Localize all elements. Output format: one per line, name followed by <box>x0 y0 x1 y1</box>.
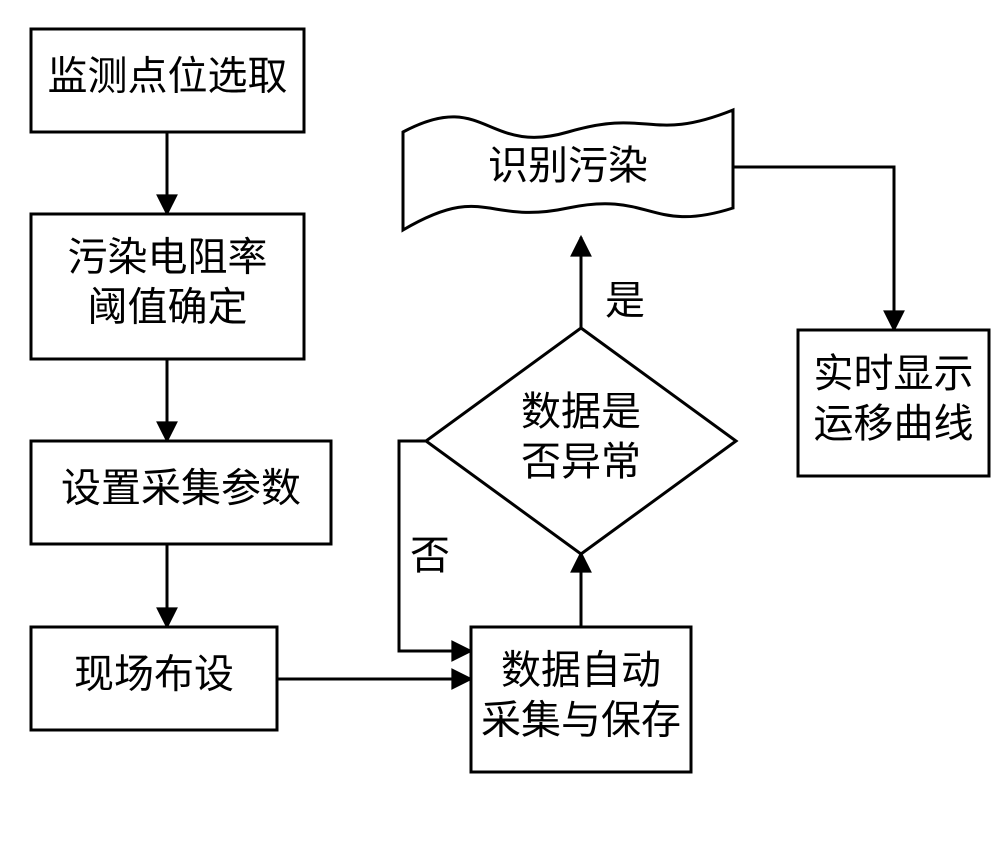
node-n5-text-0: 数据自动 <box>501 648 661 693</box>
edge-n7-n8 <box>733 167 894 330</box>
node-n4: 现场布设 <box>31 627 277 730</box>
node-n7-text-0: 识别污染 <box>488 143 648 188</box>
node-n8-text-0: 实时显示 <box>814 351 974 396</box>
node-n2: 污染电阻率阈值确定 <box>31 214 304 359</box>
node-n2-text-1: 阈值确定 <box>88 285 248 330</box>
node-n5: 数据自动采集与保存 <box>471 627 691 772</box>
node-n4-text-0: 现场布设 <box>74 652 234 697</box>
node-n2-text-0: 污染电阻率 <box>68 235 268 280</box>
node-n6-text-0: 数据是 <box>521 389 641 434</box>
node-n8: 实时显示运移曲线 <box>798 330 989 476</box>
node-n1: 监测点位选取 <box>31 29 304 132</box>
nodes-layer: 监测点位选取污染电阻率阈值确定设置采集参数现场布设 数据自动采集与保存 数据是否异常… <box>31 29 989 772</box>
node-n8-text-1: 运移曲线 <box>814 401 974 446</box>
node-n1-text-0: 监测点位选取 <box>48 54 288 99</box>
node-n6: 数据是否异常 <box>426 328 736 554</box>
node-n7: 识别污染 <box>403 110 733 230</box>
node-n3: 设置采集参数 <box>31 441 331 544</box>
node-n6-text-1: 否异常 <box>521 439 641 484</box>
edge-label-是: 是 <box>605 278 645 323</box>
node-n3-text-0: 设置采集参数 <box>61 466 301 511</box>
edge-label-否: 否 <box>410 533 450 578</box>
node-n5-text-1: 采集与保存 <box>481 698 681 743</box>
